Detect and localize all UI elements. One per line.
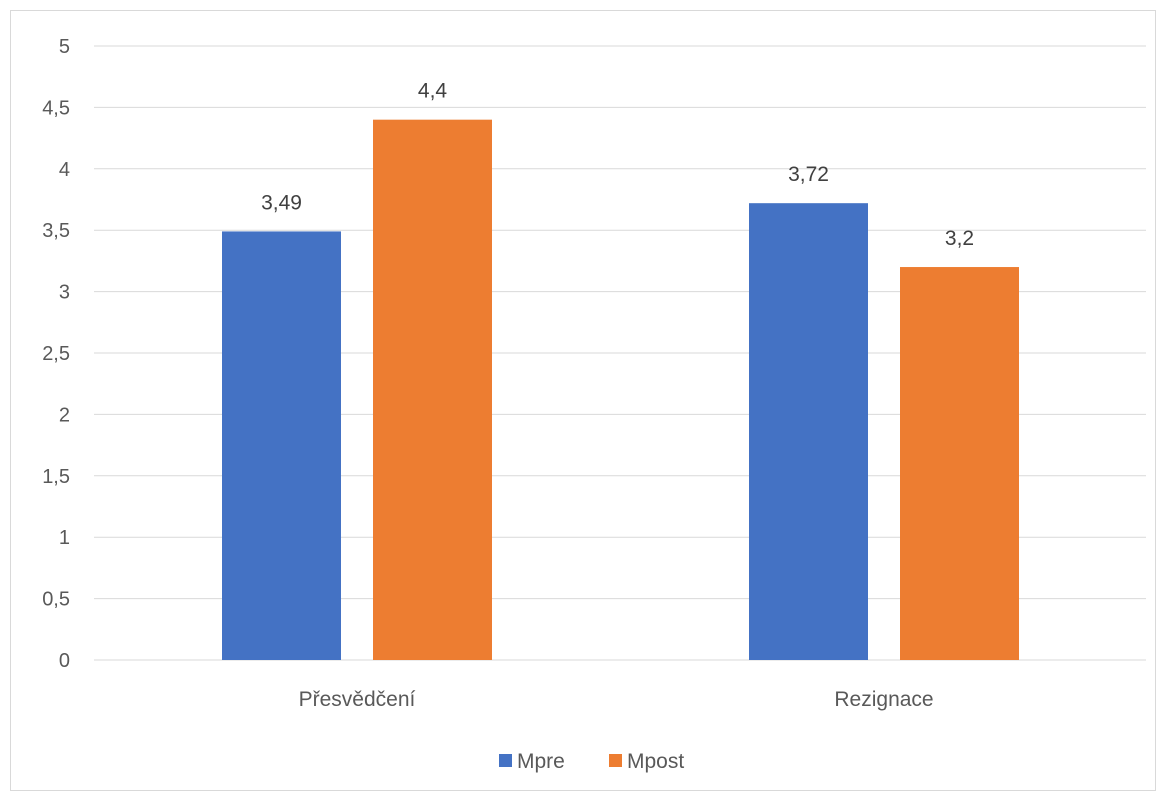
bar-mpost-1 <box>900 267 1019 660</box>
y-tick-label: 4 <box>59 159 70 181</box>
legend: Mpre Mpost <box>499 750 684 773</box>
y-tick-label: 2,5 <box>42 343 70 365</box>
y-axis-tick-labels: 0 0,5 1 1,5 2 2,5 3 3,5 4 4,5 5 <box>42 36 70 672</box>
x-category-label: Přesvědčení <box>299 688 416 711</box>
bars <box>222 119 1019 661</box>
x-axis-category-labels: Přesvědčení Rezignace <box>299 688 934 711</box>
y-tick-label: 0 <box>59 650 70 672</box>
data-labels: 3,49 4,4 3,72 3,2 <box>261 80 974 250</box>
bar-mpre-0 <box>222 231 341 661</box>
y-tick-label: 3,5 <box>42 220 70 242</box>
bar-mpost-0 <box>373 119 492 661</box>
data-label-mpre-1: 3,72 <box>788 163 829 186</box>
x-category-label: Rezignace <box>834 688 933 711</box>
legend-label-mpost: Mpost <box>627 750 684 773</box>
bar-mpre-1 <box>749 203 868 660</box>
y-tick-label: 5 <box>59 36 70 58</box>
y-tick-label: 0,5 <box>42 589 70 611</box>
data-label-mpost-0: 4,4 <box>418 80 448 103</box>
y-tick-label: 1,5 <box>42 466 70 488</box>
y-tick-label: 1 <box>59 527 70 549</box>
y-tick-label: 2 <box>59 404 70 426</box>
data-label-mpre-0: 3,49 <box>261 191 302 214</box>
y-tick-label: 4,5 <box>42 97 70 119</box>
y-tick-label: 3 <box>59 282 70 304</box>
data-label-mpost-1: 3,2 <box>945 227 974 250</box>
legend-label-mpre: Mpre <box>517 750 565 773</box>
legend-swatch-mpre <box>499 754 512 767</box>
legend-swatch-mpost <box>609 754 622 767</box>
